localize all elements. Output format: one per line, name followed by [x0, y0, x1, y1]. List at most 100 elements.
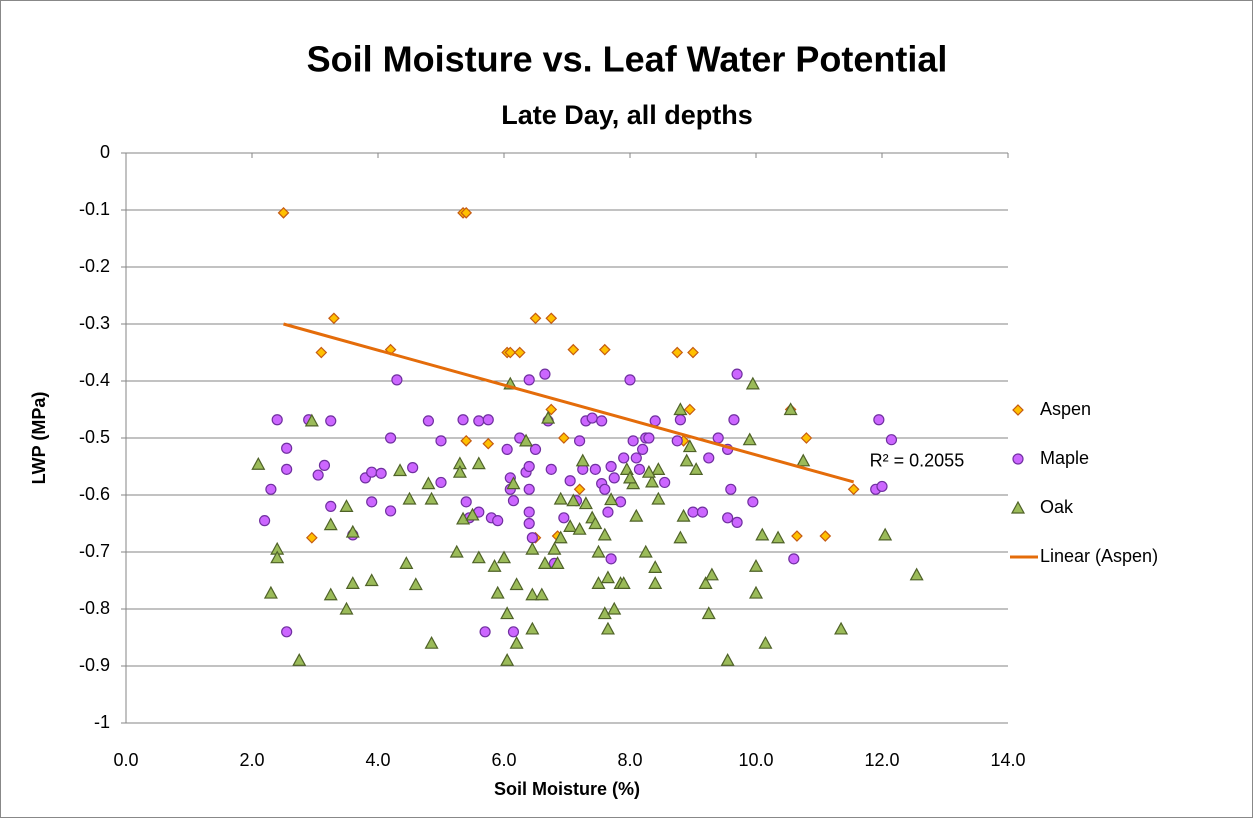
x-tick-label: 6.0: [491, 750, 516, 770]
point: [648, 560, 663, 573]
point: [449, 544, 464, 558]
point: [731, 368, 743, 380]
point: [460, 435, 473, 447]
point: [435, 476, 447, 489]
legend-label: Aspen: [1040, 399, 1091, 419]
x-tick-label: 14.0: [990, 750, 1025, 770]
point: [720, 653, 735, 666]
point: [682, 439, 697, 453]
point: [771, 530, 786, 544]
point: [600, 621, 615, 635]
point: [627, 435, 639, 447]
point: [819, 530, 832, 542]
point: [452, 464, 467, 478]
point: [834, 621, 849, 635]
point: [513, 346, 526, 359]
point: [725, 483, 737, 495]
y-tick-label: -0.8: [79, 598, 110, 618]
point: [687, 506, 699, 518]
y-tick-label: -0.3: [79, 313, 110, 333]
point: [421, 476, 436, 490]
point: [563, 519, 578, 532]
point: [487, 558, 502, 572]
point: [633, 463, 646, 475]
point: [424, 491, 439, 505]
point: [885, 434, 898, 446]
point: [800, 432, 813, 444]
point: [758, 635, 773, 649]
point: [479, 626, 491, 638]
point: [847, 483, 860, 496]
point: [523, 460, 535, 473]
point: [558, 432, 570, 444]
point: [537, 556, 552, 569]
point: [490, 585, 505, 599]
y-tick-label: -0.2: [79, 256, 110, 276]
y-tick-label: -0.4: [79, 370, 110, 390]
point: [703, 452, 715, 464]
point: [539, 368, 551, 380]
point: [265, 483, 277, 495]
point: [525, 587, 540, 601]
point: [622, 470, 638, 484]
point: [731, 516, 743, 528]
point: [504, 346, 517, 359]
point: [788, 553, 800, 565]
point: [263, 585, 278, 599]
point: [638, 544, 653, 558]
point: [328, 312, 340, 325]
point: [674, 414, 687, 426]
point: [755, 527, 770, 541]
point: [553, 530, 568, 544]
point: [259, 515, 271, 527]
point: [501, 443, 513, 455]
point: [671, 435, 683, 447]
point: [345, 524, 360, 538]
point: [616, 576, 631, 589]
point: [482, 414, 494, 426]
point: [586, 412, 598, 424]
point: [573, 483, 586, 496]
point: [496, 550, 512, 564]
point: [564, 475, 576, 487]
chart-subtitle: Late Day, all depths: [501, 100, 753, 130]
y-tick-label: -0.5: [79, 427, 110, 447]
y-axis-label: LWP (MPa): [29, 392, 49, 485]
y-tick-label: 0: [100, 142, 110, 162]
point: [689, 462, 704, 475]
chart-title: Soil Moisture vs. Leaf Water Potential: [307, 39, 948, 80]
point: [659, 476, 671, 489]
point: [745, 376, 760, 390]
point: [523, 374, 535, 386]
point: [325, 415, 337, 427]
trend-annotation: R² = 0.2055: [870, 451, 965, 471]
point: [597, 527, 612, 541]
point: [575, 453, 590, 467]
point: [649, 415, 661, 427]
point: [545, 463, 557, 475]
point: [553, 491, 568, 505]
point: [306, 531, 318, 544]
legend-marker: [1010, 500, 1026, 514]
point: [325, 500, 337, 512]
point: [519, 433, 534, 447]
point: [339, 499, 354, 512]
point: [456, 511, 471, 525]
point: [783, 402, 798, 416]
point: [588, 516, 603, 530]
point: [318, 459, 331, 471]
point: [541, 410, 556, 424]
point: [873, 414, 885, 426]
point: [473, 415, 485, 427]
point: [651, 491, 666, 505]
point: [507, 626, 520, 638]
point: [607, 601, 622, 615]
point: [636, 443, 649, 455]
point: [791, 530, 803, 542]
point: [251, 456, 266, 470]
point: [526, 532, 538, 544]
point: [673, 530, 688, 544]
point: [748, 585, 764, 599]
point: [696, 506, 709, 518]
